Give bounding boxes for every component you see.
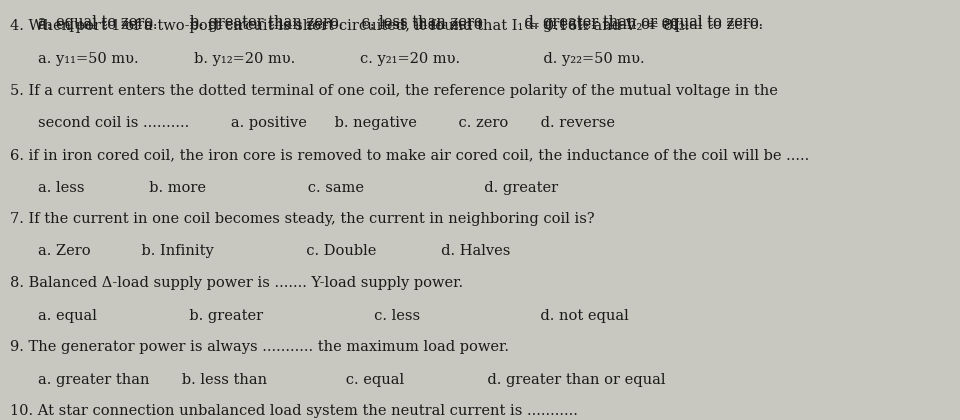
Text: 6. if in iron cored coil, the iron core is removed to make air cored coil, the i: 6. if in iron cored coil, the iron core …: [10, 148, 809, 162]
Text: a. Zero           b. Infinity                    c. Double              d. Halve: a. Zero b. Infinity c. Double d. Halve: [38, 244, 511, 258]
Text: 4. When port 1 of a two-port circuit is short-circuited, it found that I₁ = 0.16: 4. When port 1 of a two-port circuit is …: [10, 19, 689, 33]
Text: 7. If the current in one coil becomes steady, the current in neighboring coil is: 7. If the current in one coil becomes st…: [10, 212, 594, 226]
Text: a. less              b. more                      c. same                       : a. less b. more c. same: [38, 181, 559, 194]
Text: 8. Balanced Δ-load supply power is ....... Y-load supply power.: 8. Balanced Δ-load supply power is .....…: [10, 276, 463, 290]
Text: 10. At star connection unbalanced load system the neutral current is ...........: 10. At star connection unbalanced load s…: [10, 404, 578, 418]
Text: 9. The generator power is always ........... the maximum load power.: 9. The generator power is always .......…: [10, 340, 509, 354]
Text: second coil is ..........         a. positive      b. negative         c. zero  : second coil is .......... a. positive b.…: [38, 116, 615, 129]
Text: a. equal to zero.       b. greater than zero.    c. less than zero         d. gr: a. equal to zero. b. greater than zero. …: [38, 18, 763, 32]
Text: a. y₁₁=50 mυ.            b. y₁₂=20 mυ.              c. y₂₁=20 mυ.               : a. y₁₁=50 mυ. b. y₁₂=20 mυ. c. y₂₁=20 mυ…: [38, 52, 645, 66]
Text: a. equal                    b. greater                        c. less           : a. equal b. greater c. less: [38, 309, 629, 323]
Text: 5. If a current enters the dotted terminal of one coil, the reference polarity o: 5. If a current enters the dotted termin…: [10, 84, 778, 98]
Text: a. greater than       b. less than                 c. equal                  d. : a. greater than b. less than c. equal d.: [38, 373, 666, 387]
Text: a. equal to zero.       b. greater than zero.    c. less than zero         d. gr: a. equal to zero. b. greater than zero. …: [38, 15, 763, 29]
